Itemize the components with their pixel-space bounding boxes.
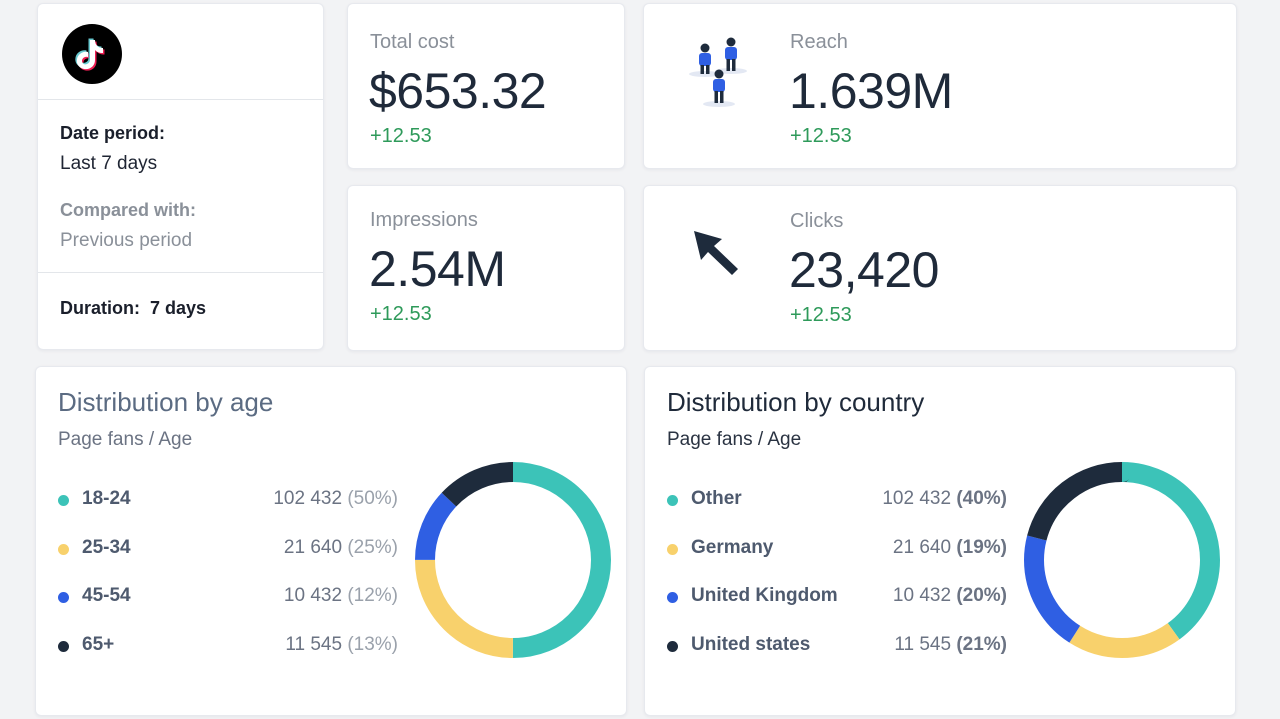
duration: Duration: 7 days <box>60 298 206 319</box>
legend-item: 65+ 11 545 (13%) <box>58 634 398 658</box>
distribution-age-title: Distribution by age <box>58 387 274 417</box>
duration-label: Duration: <box>60 298 140 318</box>
legend-percent: (19%) <box>956 537 1007 558</box>
legend-dot <box>58 592 69 603</box>
legend-count: 21 640 <box>892 537 952 558</box>
donut-segment-4 <box>1024 462 1220 658</box>
total-cost-title: Total cost <box>370 31 455 53</box>
duration-value: 7 days <box>150 298 207 318</box>
legend-value: 21 640 (19%) <box>893 537 1007 559</box>
legend-percent: (12%) <box>347 585 398 606</box>
clicks-card: Clicks 23,420 +12.53 <box>643 185 1237 351</box>
compared-with-label: Compared with: <box>60 200 197 220</box>
legend-count: 10 432 <box>283 585 343 606</box>
date-period-label: Date period: <box>60 123 166 143</box>
legend-dot <box>58 495 69 506</box>
donut-segment-3 <box>1024 462 1220 658</box>
legend-value: 11 545 (21%) <box>894 634 1007 656</box>
legend-name: United states <box>691 634 811 655</box>
distribution-by-age-card: Distribution by age Page fans / Age 18-2… <box>35 366 627 716</box>
reach-delta: +12.53 <box>790 125 852 147</box>
report-info-card: Date period: Last 7 days Compared with: … <box>37 3 324 350</box>
impressions-value: 2.54M <box>369 241 506 297</box>
legend-count: 10 432 <box>892 585 952 606</box>
legend-count: 11 545 <box>285 634 343 655</box>
legend-item: Other 102 432 (40%) <box>667 488 1007 512</box>
legend-name: Germany <box>691 537 774 558</box>
clicks-delta: +12.53 <box>790 304 852 326</box>
distribution-age-subtitle: Page fans / Age <box>58 429 193 450</box>
legend-dot <box>667 495 678 506</box>
legend-name: United Kingdom <box>691 585 838 606</box>
divider <box>38 272 323 273</box>
impressions-card: Impressions 2.54M +12.53 <box>347 185 625 351</box>
logo-section <box>38 4 323 100</box>
distribution-by-country-card: Distribution by country Page fans / Age … <box>644 366 1236 716</box>
compared-with-value: Previous period <box>60 230 193 251</box>
legend-count: 21 640 <box>283 537 343 558</box>
legend-dot <box>58 641 69 652</box>
legend-name: 18-24 <box>82 488 131 509</box>
reach-value: 1.639M <box>789 63 953 119</box>
legend-percent: (25%) <box>347 537 398 558</box>
legend-name: 45-54 <box>82 585 131 606</box>
legend-value: 10 432 (12%) <box>284 585 398 607</box>
legend-item: 25-34 21 640 (25%) <box>58 537 398 561</box>
legend-dot <box>667 544 678 555</box>
legend-count: 102 432 <box>882 488 952 509</box>
legend-name: 65+ <box>82 634 115 655</box>
legend-dot <box>667 592 678 603</box>
country-donut-chart <box>1024 462 1220 658</box>
reach-title: Reach <box>790 31 848 53</box>
legend-dot <box>58 544 69 555</box>
donut-segment-2 <box>1024 462 1220 658</box>
age-donut-chart <box>415 462 611 658</box>
total-cost-delta: +12.53 <box>370 125 432 147</box>
tiktok-logo-icon <box>62 24 122 84</box>
legend-value: 102 432 (50%) <box>273 488 398 510</box>
impressions-delta: +12.53 <box>370 303 432 325</box>
total-cost-card: Total cost $653.32 +12.53 <box>347 3 625 169</box>
legend-count: 11 545 <box>894 634 952 655</box>
legend-percent: (13%) <box>347 634 398 655</box>
legend-name: Other <box>691 488 742 509</box>
legend-value: 10 432 (20%) <box>893 585 1007 607</box>
legend-value: 11 545 (13%) <box>285 634 398 656</box>
distribution-country-subtitle: Page fans / Age <box>667 429 802 450</box>
legend-name: 25-34 <box>82 537 131 558</box>
date-period-value: Last 7 days <box>60 153 158 174</box>
legend-item: 45-54 10 432 (12%) <box>58 585 398 609</box>
donut-segment-2 <box>415 462 611 658</box>
legend-percent: (40%) <box>956 488 1007 509</box>
cursor-arrow-icon <box>692 229 742 279</box>
reach-card: Reach 1.639M +12.53 <box>643 3 1237 169</box>
legend-value: 21 640 (25%) <box>284 537 398 559</box>
legend-percent: (50%) <box>347 488 398 509</box>
people-icon <box>686 34 752 110</box>
impressions-title: Impressions <box>370 209 478 231</box>
clicks-title: Clicks <box>790 210 844 232</box>
legend-value: 102 432 (40%) <box>882 488 1007 510</box>
legend-percent: (20%) <box>956 585 1007 606</box>
distribution-country-title: Distribution by country <box>667 387 925 417</box>
legend-item: 18-24 102 432 (50%) <box>58 488 398 512</box>
legend-dot <box>667 641 678 652</box>
total-cost-value: $653.32 <box>369 63 547 119</box>
legend-item: United Kingdom 10 432 (20%) <box>667 585 1007 609</box>
legend-item: Germany 21 640 (19%) <box>667 537 1007 561</box>
legend-item: United states 11 545 (21%) <box>667 634 1007 658</box>
clicks-value: 23,420 <box>789 242 939 298</box>
donut-segment-4 <box>415 462 611 658</box>
legend-count: 102 432 <box>273 488 343 509</box>
legend-percent: (21%) <box>956 634 1007 655</box>
